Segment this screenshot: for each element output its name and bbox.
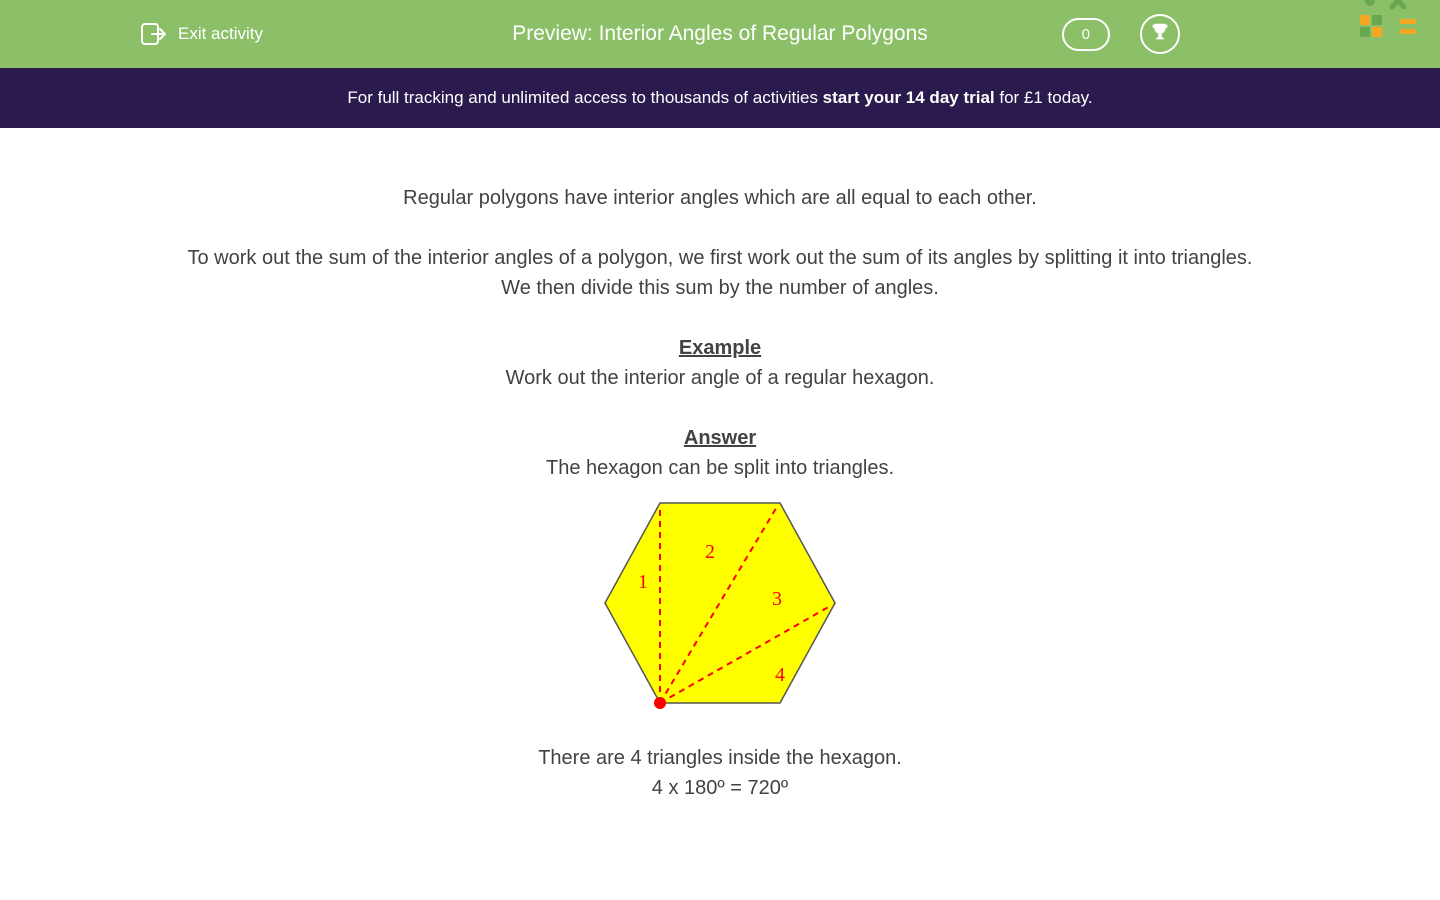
trophy-button[interactable] [1140,14,1180,54]
para2-line1: To work out the sum of the interior angl… [188,247,1253,269]
content: Regular polygons have interior angles wh… [0,128,1440,803]
header: Exit activity Preview: Interior Angles o… [0,0,1440,68]
triangle-label-3: 3 [772,588,782,610]
score-pill[interactable]: 0 [1062,18,1110,51]
banner-text: For full tracking and unlimited access t… [347,88,1092,108]
exit-activity-button[interactable]: Exit activity [140,20,263,48]
header-right: 0 [1062,14,1180,54]
paragraph-2: To work out the sum of the interior angl… [180,243,1260,303]
triangle-label-2: 2 [705,541,715,563]
banner-suffix: for £1 today. [995,88,1093,107]
exit-icon [140,20,168,48]
conclusion-line1: There are 4 triangles inside the hexagon… [180,743,1260,773]
triangle-label-4: 4 [775,664,785,686]
trophy-icon [1149,21,1171,48]
exit-activity-label: Exit activity [178,24,263,44]
conclusion-line2: 4 x 180º = 720º [180,773,1260,803]
corner-pattern [1360,0,1440,55]
answer-text: The hexagon can be split into triangles. [180,453,1260,483]
example-heading: Example [180,333,1260,363]
hexagon-diagram: 1 2 3 4 [180,493,1260,713]
banner-prefix: For full tracking and unlimited access t… [347,88,822,107]
banner-bold: start your 14 day trial [823,88,995,107]
triangle-label-1: 1 [638,571,648,593]
trial-banner[interactable]: For full tracking and unlimited access t… [0,68,1440,128]
page-title: Preview: Interior Angles of Regular Poly… [512,22,928,46]
para2-line2: We then divide this sum by the number of… [501,277,939,299]
intro-text: Regular polygons have interior angles wh… [180,183,1260,213]
example-text: Work out the interior angle of a regular… [180,363,1260,393]
answer-heading: Answer [180,423,1260,453]
